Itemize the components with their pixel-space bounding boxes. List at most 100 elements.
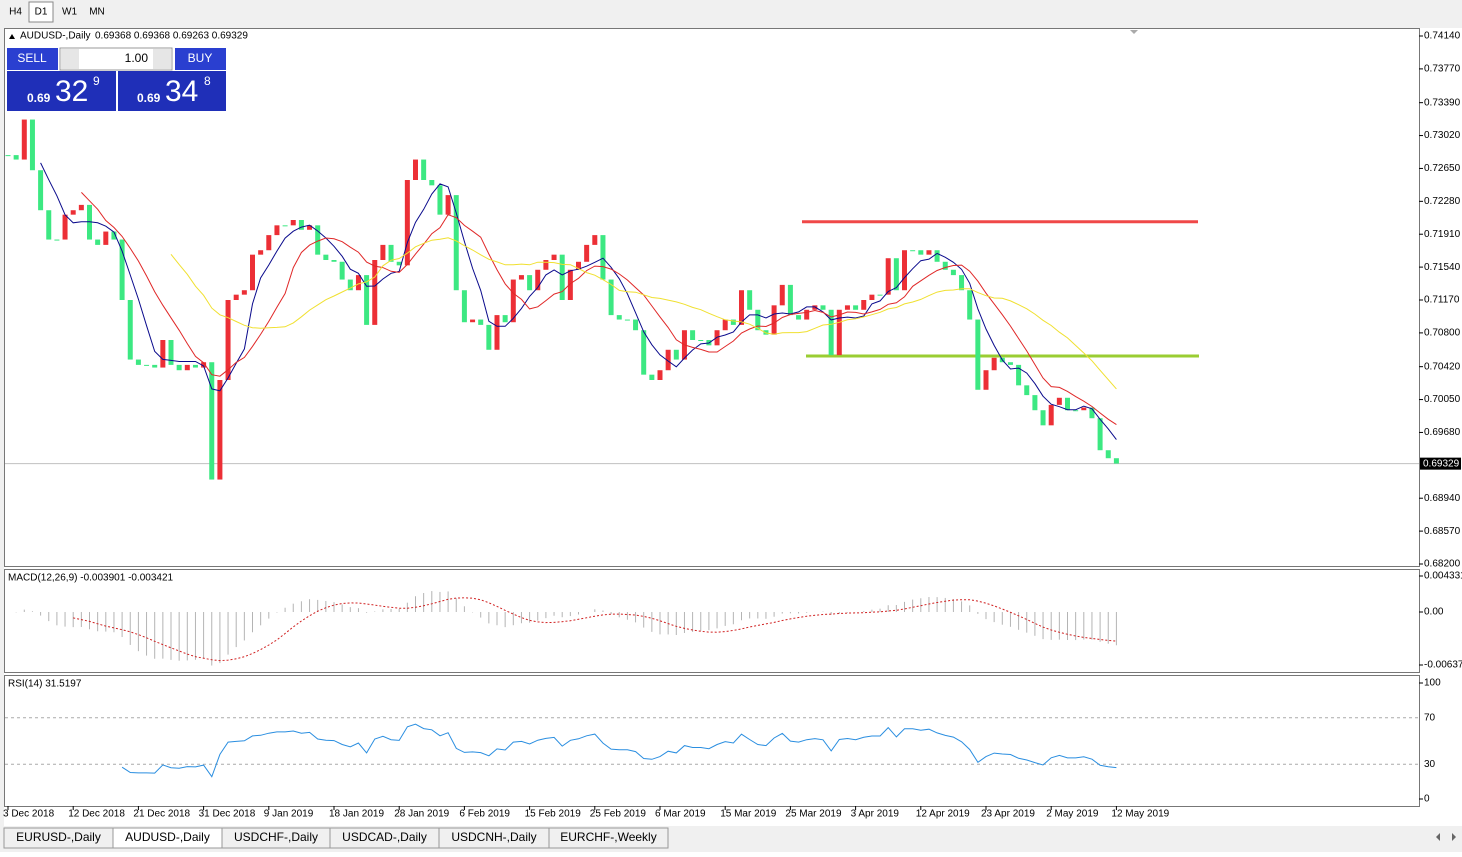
candle — [934, 250, 940, 262]
timeframe-tab[interactable] — [84, 2, 110, 22]
price-tick-label: 0.70420 — [1424, 361, 1461, 372]
symbol-tab[interactable] — [548, 827, 669, 849]
rsi-tick-label: 70 — [1424, 712, 1436, 723]
candle — [323, 254, 329, 260]
candle — [1016, 364, 1022, 386]
candle — [836, 309, 842, 356]
main-pane — [4, 28, 1420, 567]
candle — [494, 315, 500, 350]
sell-big: 32 — [55, 75, 88, 108]
price-tick-label: 0.70050 — [1424, 394, 1461, 405]
candle — [298, 220, 304, 230]
candle — [21, 119, 27, 160]
candle — [78, 204, 84, 211]
candle — [942, 261, 948, 270]
bid-label-box — [1420, 457, 1461, 470]
price-tick-label: 0.71540 — [1424, 262, 1461, 273]
candle — [616, 315, 622, 320]
price-tick-label: 0.71910 — [1424, 229, 1461, 240]
timeframe-label: W1 — [62, 7, 77, 18]
candle — [722, 319, 728, 331]
candle — [258, 250, 264, 255]
candle — [1024, 385, 1030, 396]
chart-window — [4, 28, 1462, 826]
candle — [396, 261, 402, 266]
candle — [535, 269, 541, 291]
date-label: 12 Apr 2019 — [916, 809, 970, 820]
candle — [1081, 407, 1087, 411]
candle — [510, 279, 516, 323]
macd-pane — [4, 569, 1420, 673]
candle — [787, 284, 793, 316]
candle — [13, 155, 19, 160]
candle — [192, 364, 198, 368]
candle — [869, 294, 875, 300]
candle — [1089, 407, 1095, 419]
candle — [445, 195, 451, 215]
candle — [755, 309, 761, 331]
candle — [380, 244, 386, 260]
sell-price-box[interactable] — [7, 71, 116, 111]
candle — [559, 254, 565, 300]
date-label: 18 Jan 2019 — [329, 809, 384, 820]
candle — [959, 275, 965, 291]
timeframe-tab[interactable] — [28, 1, 54, 23]
macd-signal — [73, 597, 1117, 662]
lot-down[interactable] — [61, 49, 79, 69]
candle — [453, 195, 459, 291]
sell-button[interactable] — [7, 48, 58, 70]
candle — [1056, 397, 1062, 405]
candle — [608, 279, 614, 316]
candle — [624, 319, 630, 321]
date-label: 6 Feb 2019 — [459, 809, 510, 820]
tabs-left[interactable] — [1436, 833, 1440, 841]
candle — [690, 330, 696, 340]
candle — [250, 254, 255, 291]
date-label: 23 Apr 2019 — [981, 809, 1035, 820]
date-label: 15 Feb 2019 — [525, 809, 582, 820]
price-tick-label: 0.73390 — [1424, 97, 1461, 108]
candle — [779, 284, 785, 306]
candle — [46, 210, 52, 240]
date-label: 3 Dec 2018 — [3, 809, 55, 820]
lot-up[interactable] — [153, 49, 171, 69]
price-tick-label: 0.74140 — [1424, 31, 1461, 42]
price-tick-label: 0.68570 — [1424, 526, 1461, 537]
candle — [127, 300, 133, 360]
candle — [518, 275, 524, 280]
price-tick-label: 0.72650 — [1424, 163, 1461, 174]
candle — [209, 362, 215, 480]
candle — [730, 319, 736, 325]
macd-tick-label: -0.006373 — [1424, 660, 1462, 671]
candle — [576, 261, 581, 270]
lot-box[interactable] — [59, 47, 173, 71]
candle — [217, 380, 223, 480]
buy-price-box[interactable] — [118, 71, 226, 111]
price-tick-label: 0.68940 — [1424, 493, 1461, 504]
symbol-tab-label: EURCHF-,Weekly — [560, 830, 656, 844]
buy-small: 8 — [204, 74, 211, 88]
timeframe-tab[interactable] — [56, 2, 83, 22]
price-tick-label: 0.69680 — [1424, 427, 1461, 438]
timeframe-label: D1 — [35, 7, 48, 18]
timeframe-tab[interactable] — [4, 2, 27, 22]
candle — [527, 275, 533, 291]
candle — [461, 290, 467, 323]
tabs-right[interactable] — [1452, 833, 1456, 841]
buy-button[interactable] — [175, 48, 226, 70]
candle — [844, 305, 850, 310]
price-tick-label: 0.68200 — [1424, 559, 1461, 570]
candle — [1040, 410, 1046, 426]
candle — [413, 159, 418, 180]
candle — [404, 180, 410, 266]
candle — [160, 340, 166, 368]
price-tick-label: 0.70800 — [1424, 328, 1461, 339]
candle — [168, 340, 174, 365]
candle — [421, 159, 427, 180]
moving-average — [40, 162, 1117, 440]
candle — [486, 324, 492, 350]
symbol-tab-label: EURUSD-,Daily — [16, 830, 101, 844]
candle — [282, 225, 288, 227]
rsi-line — [121, 723, 1117, 778]
